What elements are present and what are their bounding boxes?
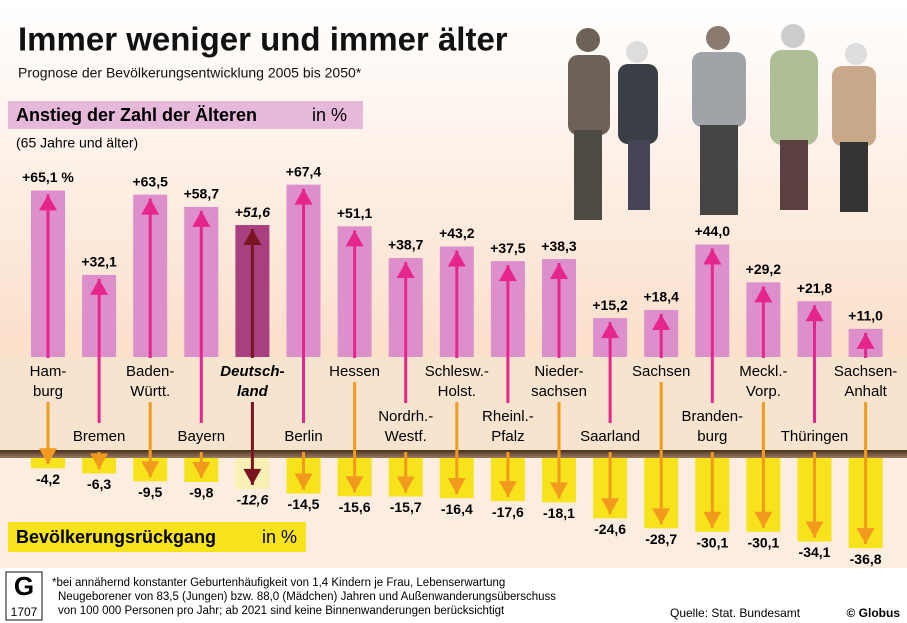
category-label: Berlin [284, 428, 322, 445]
category-label: Anhalt [844, 383, 887, 400]
category-label: Württ. [130, 383, 170, 400]
value-label: +58,7 [184, 186, 220, 202]
category-label: Sachsen- [834, 363, 897, 380]
value-label: -30,1 [696, 534, 728, 550]
value-label: -36,8 [850, 551, 882, 567]
category-label: burg [697, 428, 727, 445]
logo-mark: G [14, 571, 34, 601]
logo-number: 1707 [11, 605, 38, 619]
legend-label: Bevölkerungsrückgang [16, 527, 216, 547]
value-label: +51,1 [337, 205, 373, 221]
value-label: +44,0 [695, 223, 731, 239]
value-label: -34,1 [799, 544, 831, 560]
source: Quelle: Stat. Bundesamt [670, 606, 801, 620]
value-label: -28,7 [645, 531, 677, 547]
value-label: -24,6 [594, 521, 626, 537]
value-label: -18,1 [543, 505, 575, 521]
divider [0, 450, 907, 458]
category-label: sachsen [531, 383, 587, 400]
category-label: Nordrh.- [378, 408, 433, 425]
value-label: +38,3 [541, 238, 577, 254]
value-label: -16,4 [441, 501, 473, 517]
category-label: Schlesw.- [425, 363, 489, 380]
value-label: -30,1 [747, 534, 779, 550]
value-label: -15,6 [339, 499, 371, 515]
value-label: -6,3 [87, 476, 111, 492]
value-label: +38,7 [388, 237, 424, 253]
title: Immer weniger und immer älter [18, 21, 508, 58]
value-label: +51,6 [235, 204, 271, 220]
footnote: von 100 000 Personen pro Jahr; ab 2021 s… [58, 605, 505, 617]
category-label: Sachsen [632, 363, 690, 380]
category-label: Vorp. [746, 383, 781, 400]
value-label: +37,5 [490, 240, 526, 256]
value-label: +43,2 [439, 225, 475, 241]
subtitle: Prognose der Bevölkerungsentwicklung 200… [18, 65, 362, 81]
category-label: Baden- [126, 363, 174, 380]
value-label: -9,8 [189, 485, 213, 501]
footnote: *bei annähernd konstanter Geburtenhäufig… [52, 577, 505, 589]
value-label: +63,5 [132, 173, 168, 189]
value-label: -12,6 [236, 492, 268, 508]
value-label: -14,5 [288, 496, 320, 512]
legend-label: Anstieg der Zahl der Älteren [16, 105, 257, 125]
value-label: +21,8 [797, 280, 833, 296]
value-label: -9,5 [138, 484, 162, 500]
copyright: © Globus [846, 606, 900, 620]
value-label: +11,0 [848, 308, 883, 324]
category-label: land [237, 383, 269, 400]
value-label: -17,6 [492, 504, 524, 520]
category-label: Westf. [385, 428, 427, 445]
value-label: +32,1 [81, 254, 117, 270]
category-label: Holst. [438, 383, 476, 400]
category-label: burg [33, 383, 63, 400]
category-label: Branden- [681, 408, 743, 425]
category-label: Bremen [73, 428, 126, 445]
category-label: Rheinl.- [482, 408, 534, 425]
page: Immer weniger und immer älter Prognose d… [0, 0, 907, 623]
category-label: Thüringen [781, 428, 849, 445]
legend-note: (65 Jahre und älter) [16, 135, 138, 151]
value-label: +29,2 [746, 261, 782, 277]
value-label: +18,4 [643, 289, 679, 305]
category-label: Deutsch- [220, 363, 284, 380]
category-label: Hessen [329, 363, 380, 380]
value-label: -15,7 [390, 499, 422, 515]
value-label: +65,1 % [22, 169, 74, 185]
category-label: Pfalz [491, 428, 524, 445]
legend-unit: in % [312, 105, 347, 125]
legend-unit: in % [262, 527, 297, 547]
value-label: +15,2 [592, 297, 628, 313]
footnote: Neugeborener von 83,5 (Jungen) bzw. 88,0… [58, 591, 556, 603]
value-label: -4,2 [36, 471, 60, 487]
category-label: Nieder- [534, 363, 583, 380]
category-label: Bayern [178, 428, 226, 445]
value-label: +67,4 [286, 163, 322, 179]
chart: Immer weniger und immer älter Prognose d… [0, 0, 907, 623]
category-label: Saarland [580, 428, 640, 445]
category-label: Ham- [30, 363, 67, 380]
category-label: Meckl.- [739, 363, 787, 380]
